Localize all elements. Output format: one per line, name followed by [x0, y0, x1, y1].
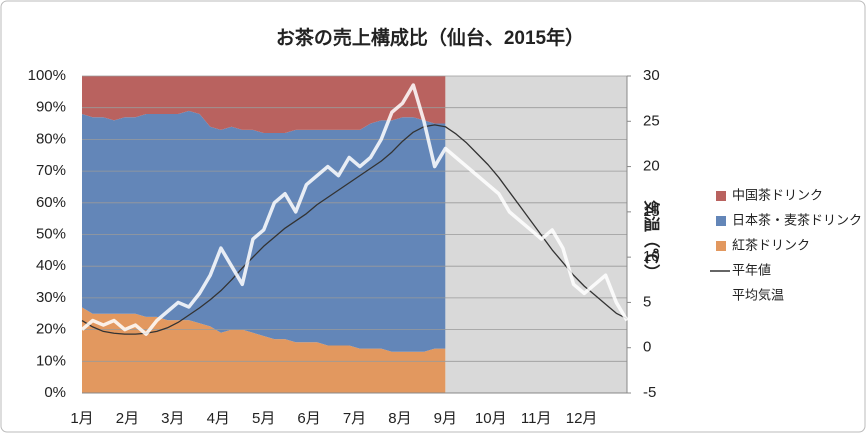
y-tick-label: 30%: [36, 289, 66, 306]
y-tick-label: 10%: [36, 352, 66, 369]
x-tick-label: 10月: [475, 410, 507, 427]
y2-tick-label: 5: [643, 293, 651, 310]
x-tick-label: 8月: [388, 410, 411, 427]
area: [82, 76, 446, 134]
y2-tick-label: 30: [643, 67, 660, 84]
y-tick-label: 90%: [36, 99, 66, 116]
y-tick-label: 60%: [36, 194, 66, 211]
x-tick-label: 3月: [161, 410, 184, 427]
x-tick-label: 1月: [70, 410, 93, 427]
line: [81, 124, 628, 335]
area: [82, 307, 446, 393]
y2-tick-label: 20: [643, 158, 660, 175]
legend-label: 平年値: [732, 262, 771, 277]
y2-tick-label: 10: [643, 248, 660, 265]
legend-swatch: [716, 241, 726, 251]
y2-axis-label: 気温（℃）: [642, 200, 661, 280]
y2-tick-label: 15: [643, 203, 660, 220]
legend-swatch: [716, 216, 726, 226]
legend-label: 紅茶ドリンク: [732, 237, 810, 252]
chart-title: お茶の売上構成比（仙台、2015年）: [276, 26, 584, 49]
line: [80, 83, 629, 336]
legend-label: 平均気温: [732, 287, 784, 302]
y-tick-label: 0%: [44, 384, 66, 401]
y-tick-label: 50%: [36, 225, 66, 242]
y2-tick-label: 25: [643, 112, 660, 129]
x-tick-label: 2月: [116, 410, 139, 427]
x-tick-label: 12月: [566, 410, 598, 427]
y-tick-label: 40%: [36, 257, 66, 274]
legend-label: 日本茶・麦茶ドリンク: [732, 212, 862, 227]
y-tick-label: 70%: [36, 162, 66, 179]
x-tick-label: 7月: [343, 410, 366, 427]
x-tick-label: 4月: [207, 410, 230, 427]
legend-swatch: [716, 191, 726, 201]
y-tick-label: 100%: [28, 67, 66, 84]
y-tick-label: 20%: [36, 321, 66, 338]
y-tick-label: 80%: [36, 130, 66, 147]
x-tick-label: 9月: [434, 410, 457, 427]
x-tick-label: 6月: [297, 410, 320, 427]
legend-label: 中国茶ドリンク: [732, 187, 823, 202]
y2-tick-label: -5: [643, 384, 656, 401]
y2-tick-label: 0: [643, 339, 651, 356]
x-tick-label: 5月: [252, 410, 275, 427]
x-tick-label: 11月: [521, 410, 552, 427]
